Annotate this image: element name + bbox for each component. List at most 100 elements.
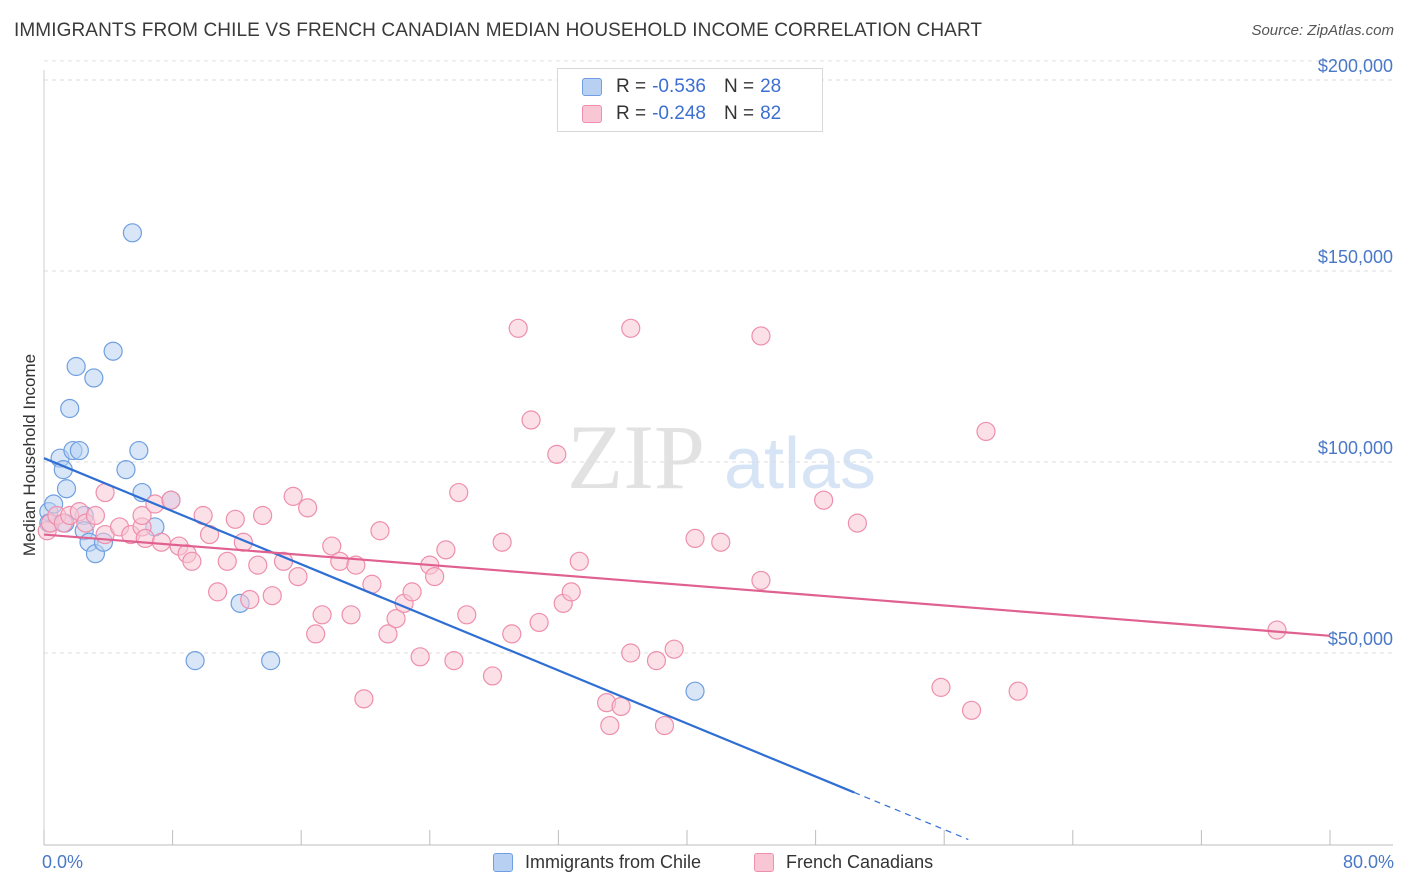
point-french-canadian	[161, 490, 181, 510]
chart-title: IMMIGRANTS FROM CHILE VS FRENCH CANADIAN…	[14, 20, 983, 41]
point-french-canadian	[931, 677, 951, 697]
point-french-canadian	[492, 532, 512, 552]
point-chile	[84, 368, 104, 388]
point-french-canadian	[253, 505, 273, 526]
point-chile	[56, 479, 77, 499]
point-french-canadian	[182, 551, 202, 571]
point-french-canadian	[322, 536, 342, 556]
point-french-canadian	[330, 551, 350, 571]
x-tick-label-max: 80.0%	[1342, 852, 1394, 872]
point-french-canadian	[961, 700, 982, 720]
legend-label-french-canadian: French Canadians	[786, 852, 934, 872]
point-french-canadian	[208, 582, 228, 602]
point-french-canadian	[444, 651, 464, 671]
point-french-canadian	[521, 410, 541, 430]
correlation-legend: R = -0.536 N = 28 R = -0.248 N = 82	[557, 68, 823, 132]
point-chile	[60, 398, 80, 419]
legend-swatch-french-canadian	[582, 105, 602, 123]
point-french-canadian	[600, 715, 620, 736]
legend-label-chile: Immigrants from Chile	[525, 852, 702, 872]
trend-line-chile-extension	[853, 791, 969, 841]
legend-r-key: R =	[616, 76, 647, 97]
point-french-canadian	[508, 318, 528, 338]
series-legend: Immigrants from Chile French Canadians	[0, 852, 1406, 876]
point-french-canadian	[425, 566, 445, 587]
legend-swatch-chile	[582, 78, 602, 96]
watermark-zip: ZIP	[567, 406, 705, 508]
point-chile	[103, 341, 123, 361]
point-french-canadian	[410, 647, 430, 667]
point-french-canadian	[561, 582, 581, 602]
point-french-canadian	[283, 486, 303, 506]
point-french-canadian	[621, 318, 641, 338]
y-tick-label: $100,000	[1318, 438, 1393, 458]
point-chile	[66, 356, 86, 377]
point-french-canadian	[751, 326, 771, 346]
point-french-canadian	[685, 528, 705, 549]
point-french-canadian	[132, 505, 152, 526]
y-tick-labels: $50,000 $100,000 $150,000 $200,000	[1318, 56, 1393, 649]
trend-line-chile	[43, 457, 855, 794]
point-french-canadian	[457, 605, 477, 625]
data-points	[37, 223, 1287, 736]
point-french-canadian	[502, 624, 522, 644]
point-french-canadian	[225, 509, 245, 529]
y-tick-label: $50,000	[1328, 629, 1393, 649]
point-chile	[116, 460, 136, 480]
point-french-canadian	[711, 532, 731, 552]
legend-n-key: N =	[723, 103, 755, 124]
point-french-canadian	[402, 582, 422, 602]
point-french-canadian	[611, 696, 631, 717]
trend-lines	[43, 457, 1331, 841]
point-french-canadian	[1008, 681, 1028, 701]
point-french-canadian	[240, 589, 260, 610]
legend-item-french-canadian[interactable]: French Canadians	[754, 852, 933, 873]
point-french-canadian	[529, 612, 549, 633]
point-chile	[69, 440, 89, 461]
point-chile	[685, 681, 705, 701]
point-chile	[261, 651, 281, 671]
point-french-canadian	[482, 666, 503, 686]
point-french-canadian	[312, 605, 332, 625]
gridlines	[44, 60, 1393, 654]
point-french-canadian	[135, 528, 155, 549]
legend-item-chile[interactable]: Immigrants from Chile	[493, 852, 701, 873]
point-chile	[122, 223, 143, 243]
legend-swatch-french-canadian	[754, 853, 774, 872]
point-french-canadian	[262, 586, 282, 606]
point-french-canadian	[354, 689, 374, 709]
legend-r-key: R =	[616, 103, 647, 124]
point-chile	[185, 651, 205, 671]
point-french-canadian	[751, 570, 771, 591]
x-tick-label-min: 0.0%	[42, 852, 84, 872]
legend-row-chile: R = -0.536 N = 28	[558, 74, 781, 100]
axes	[43, 70, 1393, 846]
legend-swatch-chile	[493, 853, 513, 872]
trend-line-french-canadian	[43, 533, 1331, 637]
point-french-canadian	[646, 651, 667, 671]
point-french-canadian	[298, 498, 318, 518]
point-french-canadian	[436, 540, 456, 560]
legend-n-value-chile: 28	[760, 76, 782, 97]
point-french-canadian	[814, 490, 834, 510]
watermark-atlas: atlas	[724, 424, 876, 504]
legend-row-french-canadian: R = -0.248 N = 82	[558, 101, 781, 127]
point-french-canadian	[621, 643, 641, 663]
point-french-canadian	[341, 605, 361, 625]
point-french-canadian	[378, 624, 398, 644]
point-french-canadian	[664, 639, 684, 659]
y-tick-label: $150,000	[1318, 247, 1393, 267]
point-french-canadian	[976, 421, 996, 442]
point-french-canadian	[370, 521, 390, 541]
point-french-canadian	[288, 566, 308, 587]
point-french-canadian	[217, 551, 237, 571]
legend-n-value-french-canadian: 82	[760, 103, 782, 124]
legend-r-value-chile: -0.536	[652, 76, 706, 97]
point-french-canadian	[306, 624, 326, 644]
legend-n-key: N =	[723, 76, 755, 97]
point-chile	[129, 440, 149, 461]
y-tick-label: $200,000	[1318, 56, 1393, 76]
point-french-canadian	[346, 555, 366, 575]
chart-source: Source: ZipAtlas.com	[1251, 22, 1394, 39]
